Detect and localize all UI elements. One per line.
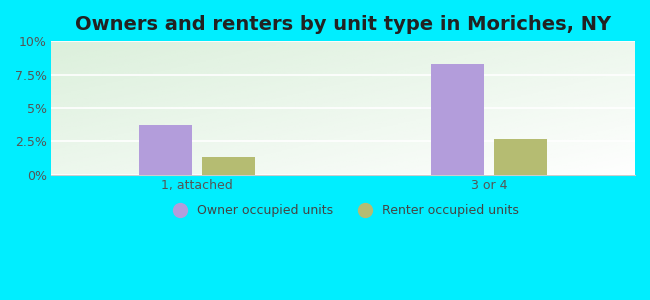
Bar [202, 158, 255, 175]
Bar [494, 139, 547, 175]
Bar [431, 64, 484, 175]
Legend: Owner occupied units, Renter occupied units: Owner occupied units, Renter occupied un… [162, 199, 524, 222]
Title: Owners and renters by unit type in Moriches, NY: Owners and renters by unit type in Moric… [75, 15, 611, 34]
Bar [139, 125, 192, 175]
